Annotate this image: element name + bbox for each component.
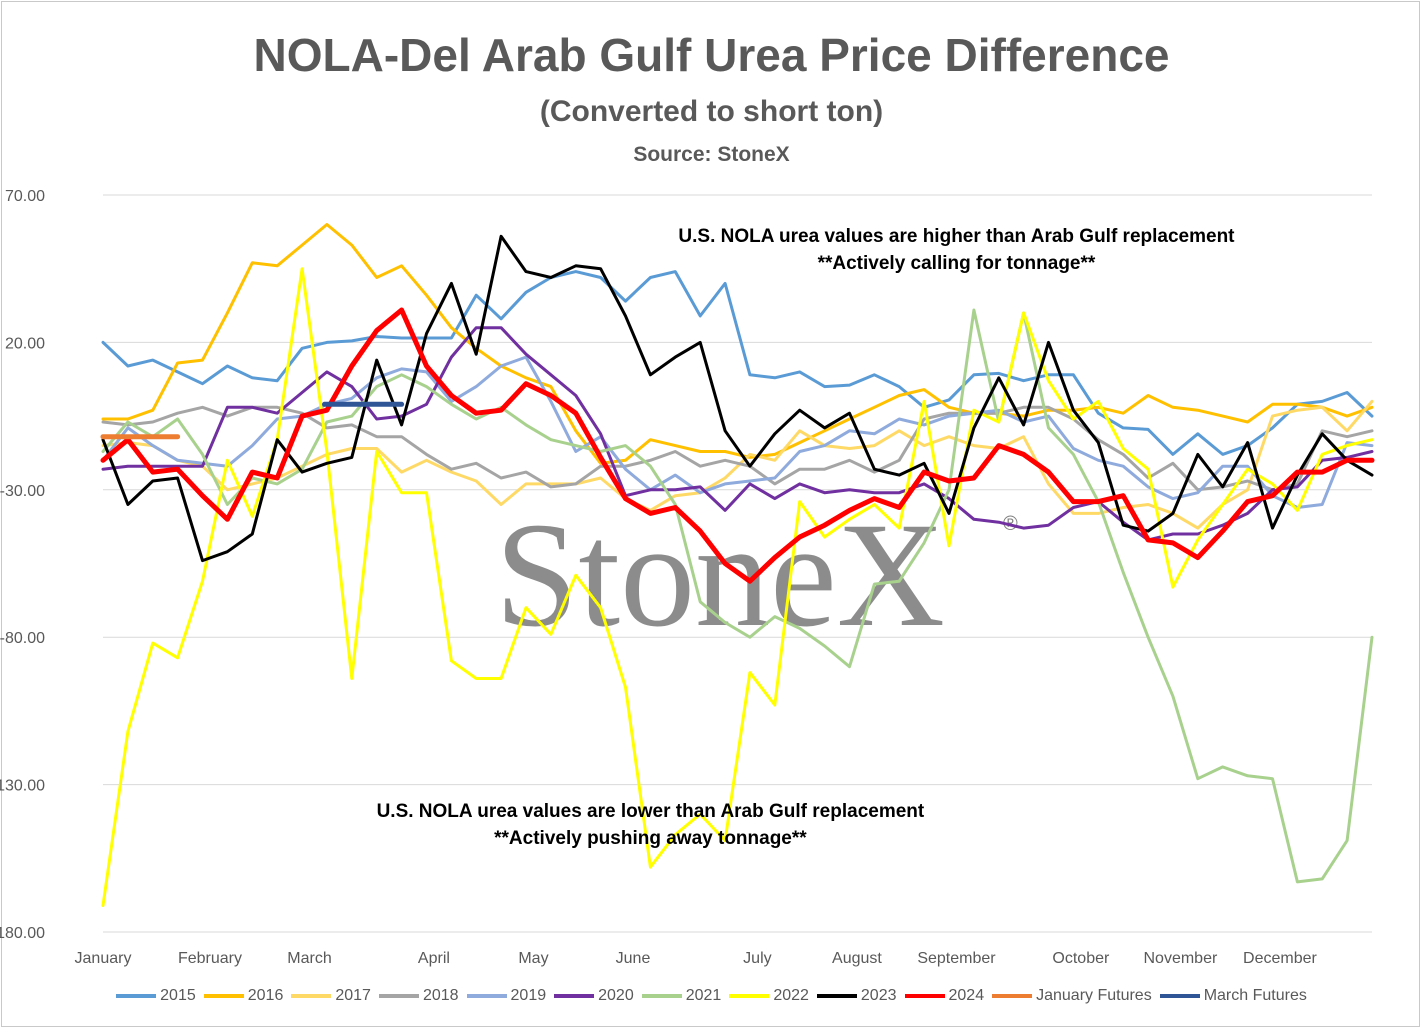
legend-swatch — [641, 994, 682, 998]
series-line-2019 — [101, 355, 1374, 509]
legend-label: 2018 — [422, 987, 459, 1004]
legend-item: January Futures — [992, 987, 1152, 1005]
chart-source: Source: StoneX — [633, 143, 790, 166]
legend-label: 2015 — [160, 987, 196, 1004]
legend-item: 2022 — [729, 987, 809, 1005]
series-line-2017 — [101, 399, 1374, 530]
legend-label: 2023 — [860, 987, 897, 1004]
series-line-2023 — [101, 234, 1374, 563]
legend-item: 2021 — [641, 987, 722, 1005]
chart-subtitle: (Converted to short ton) — [539, 95, 884, 128]
legend-swatch — [816, 994, 857, 998]
x-tick-label: January — [75, 950, 132, 967]
legend-label: 2019 — [510, 987, 547, 1004]
legend-label: 2020 — [598, 987, 634, 1004]
legend-swatch — [203, 994, 244, 998]
x-tick-label: May — [518, 950, 548, 967]
legend-item: 2017 — [291, 987, 371, 1005]
legend-label: 2016 — [247, 987, 284, 1004]
legend-item: 2018 — [378, 987, 459, 1005]
chart-title: NOLA-Del Arab Gulf Urea Price Difference — [253, 29, 1170, 81]
x-tick-label: October — [1052, 950, 1110, 967]
legend-label: March Futures — [1203, 987, 1307, 1004]
legend-item: 2016 — [203, 987, 284, 1005]
legend-label: 2024 — [948, 987, 985, 1004]
y-tick-label: -180.00 — [0, 925, 45, 942]
legend-item: 2024 — [904, 987, 985, 1005]
x-tick-label: July — [743, 950, 771, 967]
x-tick-label: November — [1143, 950, 1217, 967]
legend-swatch — [1159, 994, 1200, 998]
legend-swatch — [554, 994, 595, 998]
legend-swatch — [466, 994, 507, 998]
x-tick-label: February — [178, 950, 242, 967]
legend-item: March Futures — [1159, 987, 1307, 1005]
watermark-logo: StoneX — [495, 492, 945, 658]
legend-swatch — [291, 994, 332, 998]
legend-swatch — [116, 994, 157, 998]
legend-item: 2020 — [554, 987, 634, 1005]
legend-swatch — [378, 994, 419, 998]
legend-label: 2022 — [773, 987, 809, 1004]
chart-legend: 2015 2016 2017 2018 2019 2020 2021 2022 2023 2024… — [0, 987, 1423, 1005]
y-tick-label: -130.00 — [0, 778, 45, 795]
legend-label: January Futures — [1036, 987, 1152, 1004]
annotation-text: **Actively pushing away tonnage** — [494, 828, 807, 849]
legend-item: 2015 — [116, 987, 196, 1005]
x-tick-label: June — [616, 950, 651, 967]
legend-swatch — [729, 994, 770, 998]
series-line-2018 — [101, 405, 1374, 492]
y-tick-label: 70.00 — [5, 188, 45, 205]
y-tick-label: -80.00 — [0, 630, 45, 647]
legend-item: 2019 — [466, 987, 547, 1005]
legend-label: 2017 — [335, 987, 371, 1004]
series-line-2016 — [101, 223, 1374, 465]
series-line-2020 — [101, 326, 1374, 542]
legend-item: 2023 — [816, 987, 897, 1005]
series-line-2022 — [101, 267, 1374, 907]
y-tick-label: 20.00 — [5, 335, 45, 352]
x-tick-label: March — [287, 950, 331, 967]
x-tick-label: December — [1243, 950, 1317, 967]
x-tick-label: August — [832, 950, 882, 967]
series-line-2021 — [101, 308, 1374, 884]
annotation-text: U.S. NOLA urea values are lower than Ara… — [377, 801, 925, 822]
legend-swatch — [904, 994, 945, 998]
legend-swatch — [992, 994, 1033, 998]
annotation-text: U.S. NOLA urea values are higher than Ar… — [678, 226, 1235, 247]
x-tick-label: April — [418, 950, 450, 967]
series-line-2015 — [101, 270, 1374, 456]
series-line-2024 — [100, 307, 1375, 584]
legend-label: 2021 — [685, 987, 722, 1004]
x-tick-label: September — [917, 950, 996, 967]
y-tick-label: -30.00 — [0, 483, 45, 500]
annotation-text: **Actively calling for tonnage** — [818, 253, 1096, 274]
